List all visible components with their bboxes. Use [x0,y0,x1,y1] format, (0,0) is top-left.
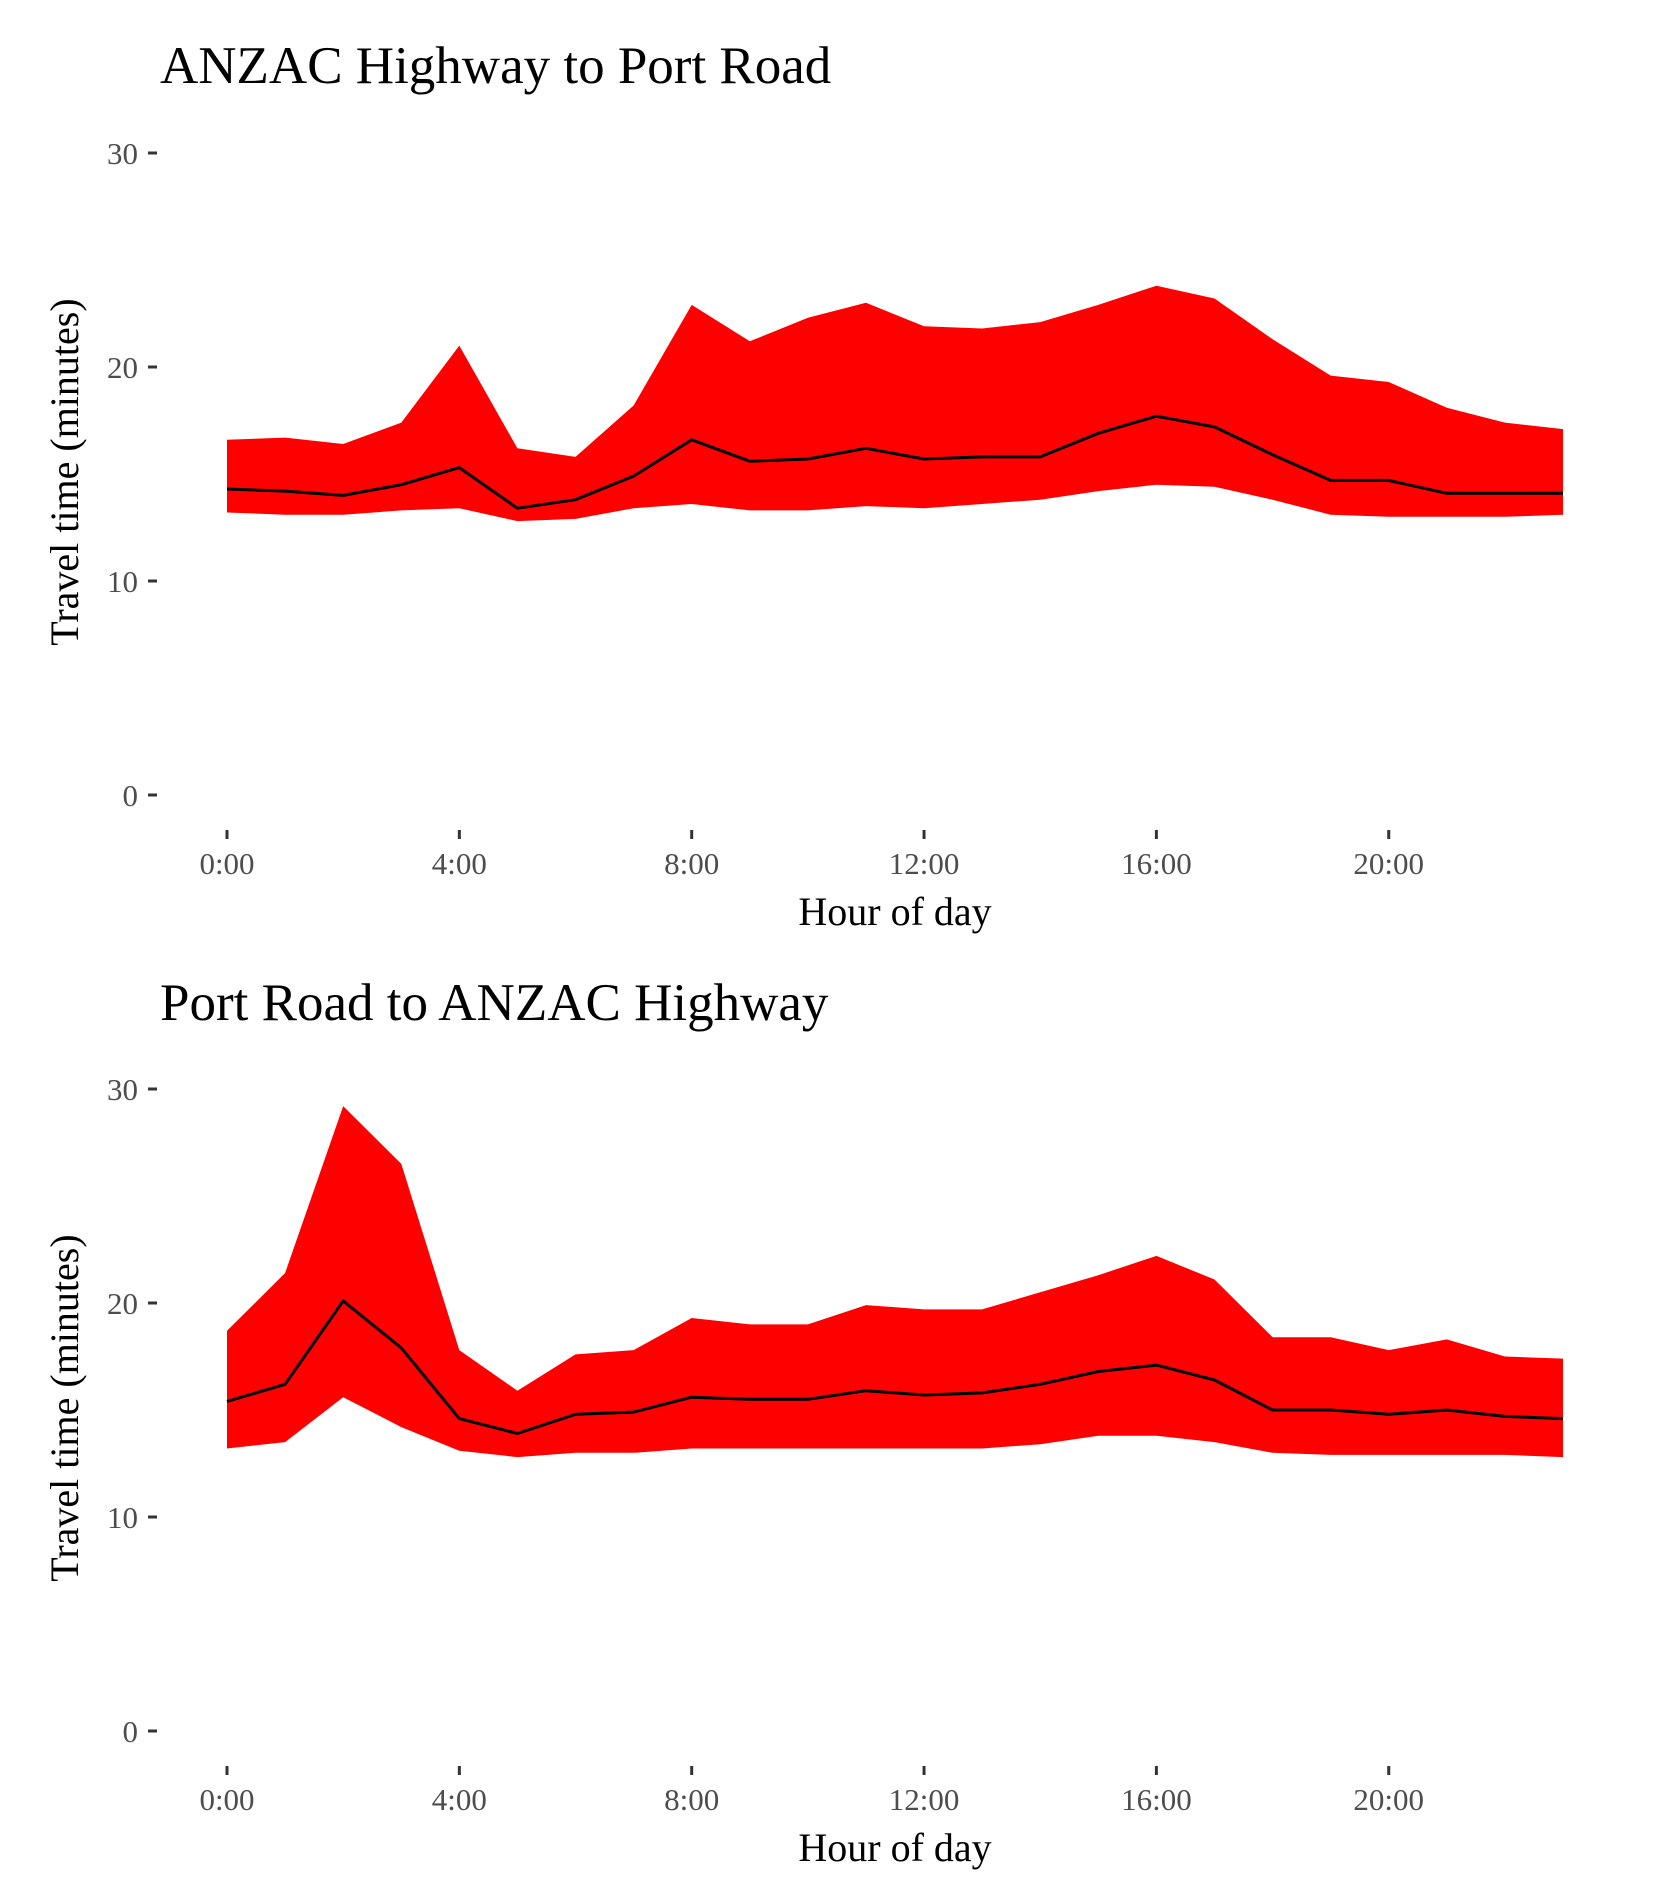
x-tick-label: 20:00 [1353,1782,1424,1817]
x-tick-label: 4:00 [432,1782,487,1817]
y-tick-label: 10 [107,1500,138,1535]
x-tick-label: 0:00 [199,846,254,881]
y-tick-label: 20 [107,350,138,385]
x-tick-label: 20:00 [1353,846,1424,881]
chart-title: Port Road to ANZAC Highway [160,974,829,1032]
y-tick-label: 0 [123,778,139,813]
chart-panel-anzac-to-port-road: ANZAC Highway to Port Road Travel time (… [42,37,1563,934]
chart-title: ANZAC Highway to Port Road [160,37,831,95]
median-line [226,1299,1564,1435]
axes: 0 10 20 30 0:00 4:00 8:00 12:00 16:00 20:00 [107,1072,1424,1817]
ribbon-band [227,285,1563,522]
plot-area [226,285,1563,522]
x-tick-label: 12:00 [889,846,960,881]
y-axis-title: Travel time (minutes) [42,298,87,645]
x-tick-label: 8:00 [664,846,719,881]
y-tick-label: 20 [107,1286,138,1321]
x-tick-label: 12:00 [889,1782,960,1817]
x-tick-label: 16:00 [1121,846,1192,881]
x-tick-label: 8:00 [664,1782,719,1817]
y-axis-title: Travel time (minutes) [42,1234,87,1581]
x-tick-label: 16:00 [1121,1782,1192,1817]
y-tick-label: 0 [123,1714,139,1749]
y-tick-label: 30 [107,1072,138,1107]
ribbon-band [227,1106,1563,1458]
y-tick-label: 10 [107,564,138,599]
axes: 0 10 20 30 0:00 4:00 8:00 12:00 16:00 20:00 [107,136,1424,881]
x-axis-title: Hour of day [798,1825,991,1870]
x-tick-label: 4:00 [432,846,487,881]
plot-area [226,1106,1564,1458]
y-tick-label: 30 [107,136,138,171]
x-axis-title: Hour of day [798,889,991,934]
median-line [226,414,1563,510]
chart-panel-port-road-to-anzac: Port Road to ANZAC Highway Travel time (… [42,974,1564,1870]
x-tick-label: 0:00 [199,1782,254,1817]
